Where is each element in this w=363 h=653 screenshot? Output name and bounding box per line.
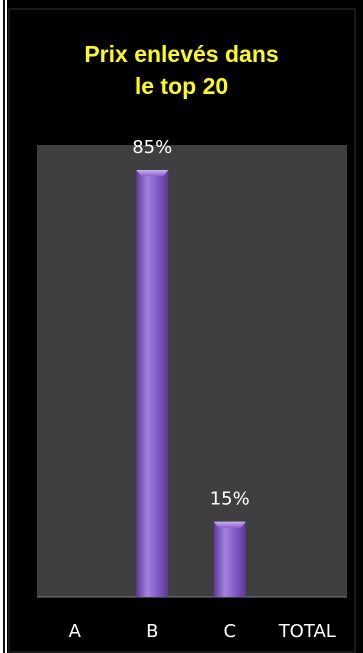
x-tick-a: A: [69, 621, 82, 642]
x-tick-total: TOTAL: [278, 621, 336, 642]
x-tick-b: B: [146, 621, 158, 642]
bar-b: [136, 170, 169, 597]
data-label-b: 85%: [132, 137, 172, 158]
chart-border: [8, 8, 356, 653]
plot-area: [37, 145, 347, 597]
left-divider-line: [3, 0, 5, 653]
chart-title: Prix enlevés dans le top 20: [84, 41, 279, 99]
left-margin: [0, 0, 5, 653]
x-tick-c: C: [223, 621, 236, 642]
data-label-c: 15%: [210, 489, 250, 510]
bar-c: [213, 521, 246, 597]
